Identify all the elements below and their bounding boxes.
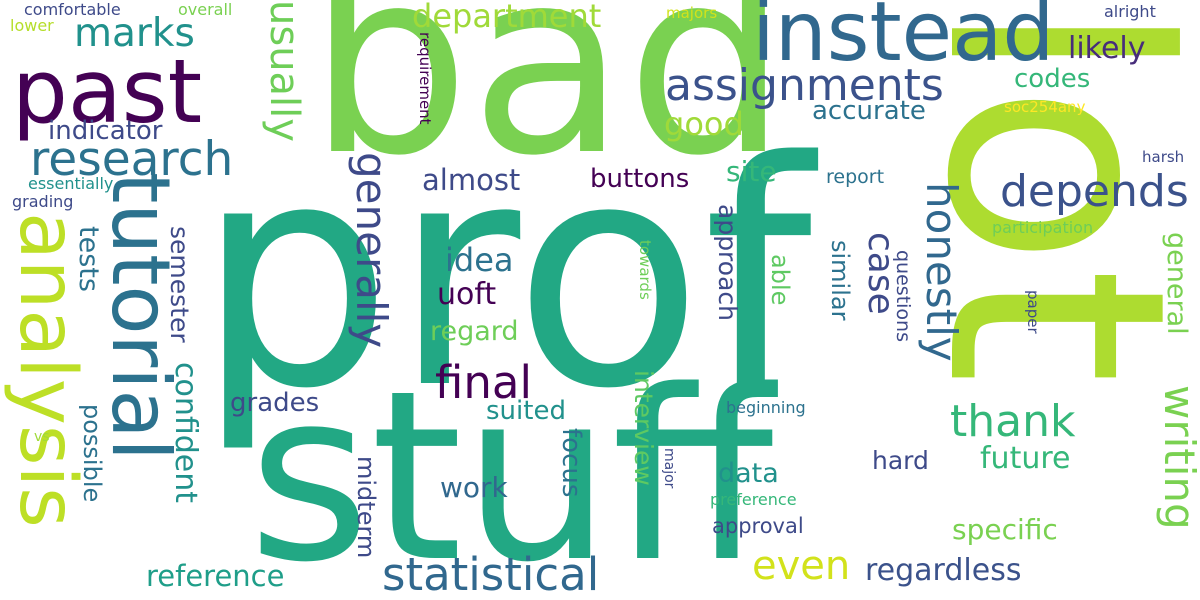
word-regard: regard <box>430 316 519 347</box>
word-honestly: honestly <box>917 182 966 362</box>
word-approach: approach <box>713 204 742 321</box>
word-questions: questions <box>892 250 914 342</box>
word-semester: semester <box>165 226 194 343</box>
word-assignments: assignments <box>665 60 944 111</box>
word-beginning: beginning <box>726 398 806 417</box>
word-interview: interview <box>629 370 658 486</box>
word-participation: participation <box>992 218 1094 237</box>
word-likely: likely <box>1068 31 1146 66</box>
word-harsh: harsh <box>1142 148 1185 166</box>
word-towards: towards <box>636 240 654 300</box>
word-approval: approval <box>712 514 804 538</box>
word-specific: specific <box>952 513 1058 546</box>
word-instead: instead <box>752 0 1055 80</box>
word-regardless: regardless <box>865 553 1022 588</box>
word-work: work <box>440 471 508 504</box>
word-generally: generally <box>347 152 396 349</box>
word-soc254any: soc254any <box>1004 98 1086 116</box>
word-possible: possible <box>78 404 106 503</box>
word-accurate: accurate <box>812 96 926 126</box>
word-vs: vs <box>34 429 50 445</box>
word-indicator: indicator <box>48 116 163 146</box>
word-buttons: buttons <box>590 164 690 194</box>
word-final: final <box>435 356 532 409</box>
word-majors: majors <box>666 4 718 22</box>
word-suited: suited <box>486 396 566 426</box>
word-stuff: stuff <box>248 341 774 600</box>
word-similar: similar <box>826 240 854 321</box>
word-grading: grading <box>12 192 74 211</box>
word-requirement: requirement <box>416 32 434 125</box>
word-lower: lower <box>10 16 54 35</box>
word-uoft: uoft <box>437 277 497 312</box>
word-prof: prof <box>196 96 813 457</box>
word-paper: paper <box>1024 290 1042 334</box>
word-tests: tests <box>73 226 104 292</box>
word-general: general <box>1161 232 1192 335</box>
word-midterm: midterm <box>352 456 380 559</box>
word-almost: almost <box>422 163 521 197</box>
word-good: good <box>664 105 744 143</box>
word-past: past <box>12 40 203 143</box>
word-preference: preference <box>710 490 797 509</box>
word-site: site <box>726 155 777 188</box>
word-idea: idea <box>445 241 514 279</box>
word-major: major <box>661 448 677 489</box>
word-future: future <box>980 441 1071 476</box>
word-comfortable: comfortable <box>24 0 121 19</box>
word-statistical: statistical <box>382 548 600 600</box>
word-usually: usually <box>261 0 307 142</box>
word-alright: alright <box>1104 2 1156 21</box>
word-overall: overall <box>178 0 233 19</box>
word-department: department <box>412 0 602 35</box>
word-data: data <box>718 458 779 489</box>
word-depends: depends <box>1000 166 1189 217</box>
word-marks: marks <box>74 11 195 56</box>
word-thank: thank <box>950 396 1076 447</box>
word-focus: focus <box>556 428 586 498</box>
word-research: research <box>30 132 234 187</box>
word-even: even <box>752 543 851 589</box>
word-hard: hard <box>872 446 929 475</box>
word-bad: bad <box>308 0 788 212</box>
word-grades: grades <box>230 388 320 418</box>
word-reference: reference <box>146 559 285 593</box>
word-essentially: essentially <box>28 174 114 193</box>
word-report: report <box>826 166 885 188</box>
word-able: able <box>766 254 794 306</box>
word-codes: codes <box>1014 64 1091 94</box>
word-confident: confident <box>168 362 203 504</box>
word-writing: writing <box>1155 385 1200 530</box>
